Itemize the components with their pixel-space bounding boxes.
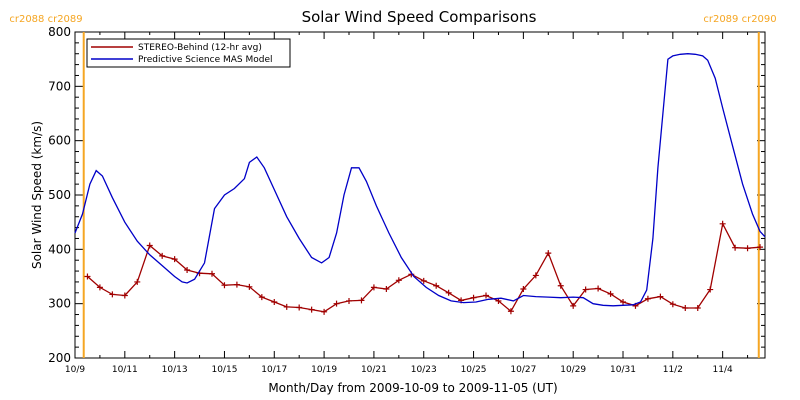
y-axis: 200 300 400 500 600 700 800 (48, 25, 765, 365)
series-layer (74, 53, 766, 315)
x-axis-label: Month/Day from 2009-10-09 to 2009-11-05 … (268, 381, 557, 395)
series-point (433, 282, 440, 289)
series-point (682, 305, 689, 312)
x-tick-label: 10/17 (261, 365, 287, 375)
series-point (570, 302, 577, 309)
y-tick-label: 400 (48, 242, 71, 256)
x-tick-label: 10/11 (112, 365, 138, 375)
series-point (445, 289, 452, 296)
plot-border (74, 31, 766, 359)
x-tick-label: 11/2 (663, 365, 683, 375)
series-point (657, 293, 664, 300)
series-point (159, 252, 166, 259)
y-tick-label: 500 (48, 188, 71, 202)
series-point (744, 245, 751, 252)
series-point (308, 306, 315, 313)
series-point (184, 266, 191, 273)
series-point (669, 301, 676, 308)
series-point (283, 303, 290, 310)
series-point (246, 283, 253, 290)
series-point (96, 284, 103, 291)
x-tick-label: 10/9 (65, 365, 85, 375)
x-tick-label: 10/25 (461, 365, 487, 375)
x-tick-label: 10/13 (162, 365, 188, 375)
series-point (358, 297, 365, 304)
series-point (644, 295, 651, 302)
x-tick-label: 10/23 (411, 365, 437, 375)
x-tick-label: 10/27 (510, 365, 536, 375)
series-point (520, 285, 527, 292)
legend-entry: STEREO-Behind (12-hr avg) (138, 43, 262, 53)
series-point (121, 292, 128, 299)
y-tick-label: 300 (48, 297, 71, 311)
series-point (146, 242, 153, 249)
series-point (532, 272, 539, 279)
y-axis-label: Solar Wind Speed (km/s) (30, 121, 44, 269)
series-point (395, 277, 402, 284)
legend-box (86, 38, 291, 68)
x-tick-label: 11/4 (713, 365, 733, 375)
series-point (620, 299, 627, 306)
series-line-0 (87, 221, 761, 313)
legend-entry: Predictive Science MAS Model (138, 55, 273, 65)
carrington-marker-label: cr2088 cr2089 (9, 14, 82, 25)
y-tick-label: 200 (48, 351, 71, 365)
series-point (271, 299, 278, 306)
x-tick-label: 10/19 (311, 365, 337, 375)
series-point (84, 273, 91, 280)
series-point (333, 300, 340, 307)
series-point (321, 308, 328, 315)
y-tick-label: 800 (48, 25, 71, 39)
legend: STEREO-Behind (12-hr avg) Predictive Scie… (86, 38, 291, 68)
plot-area (74, 31, 766, 359)
series-line-1 (74, 53, 766, 307)
series-point (209, 270, 216, 277)
series-point (109, 291, 116, 298)
y-tick-label: 700 (48, 79, 71, 93)
x-tick-label: 10/29 (560, 365, 586, 375)
chart-title: Solar Wind Speed Comparisons (302, 8, 537, 26)
series-point (370, 284, 377, 291)
x-tick-label: 10/15 (211, 365, 237, 375)
x-tick-label: 10/31 (610, 365, 636, 375)
series-point (346, 297, 353, 304)
carrington-marker-label: cr2089 cr2090 (703, 14, 776, 25)
carrington-rotation-markers: cr2088 cr2089 cr2089 cr2090 (9, 14, 777, 358)
series-point (595, 285, 602, 292)
series-point (483, 292, 490, 299)
series-point (383, 285, 390, 292)
x-axis: 10/9 10/11 10/13 10/15 10/17 10/19 10/21 10/23 1… (65, 32, 749, 375)
series-point (507, 308, 514, 315)
x-tick-label: 10/21 (361, 365, 387, 375)
series-point (134, 278, 141, 285)
series-point (707, 286, 714, 293)
series-point (221, 282, 228, 289)
series-point (757, 244, 764, 251)
series-point (545, 250, 552, 257)
series-point (258, 294, 265, 301)
y-tick-label: 600 (48, 134, 71, 148)
series-point (420, 277, 427, 284)
series-point (296, 304, 303, 311)
series-point (470, 294, 477, 301)
series-point (171, 256, 178, 263)
series-point (694, 305, 701, 312)
series-point (732, 244, 739, 251)
series-point (233, 281, 240, 288)
series-point (557, 282, 564, 289)
series-point (582, 286, 589, 293)
series-point (719, 220, 726, 227)
series-point (607, 290, 614, 297)
